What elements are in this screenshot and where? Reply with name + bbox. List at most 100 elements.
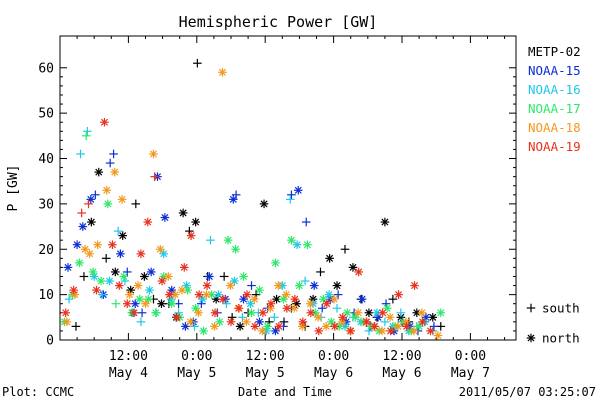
data-point	[292, 240, 302, 250]
data-point	[333, 290, 343, 299]
data-point	[353, 308, 363, 318]
x-tick-time-label: 0:00	[318, 349, 349, 364]
data-point	[118, 231, 127, 240]
data-point	[226, 281, 235, 290]
legend-marker-label: north	[542, 331, 580, 346]
data-point	[433, 331, 443, 340]
data-point	[178, 208, 188, 218]
legend: METP-02 NOAA-15 NOAA-16 NOAA-17 NOAA-18 NOAA-…	[526, 44, 581, 346]
data-point	[113, 226, 123, 236]
data-point	[271, 258, 280, 268]
data-point	[143, 217, 153, 227]
data-point	[380, 317, 390, 327]
data-point	[101, 254, 111, 263]
data-point	[186, 317, 195, 327]
data-point	[92, 285, 101, 295]
data-point	[206, 235, 215, 245]
data-point	[316, 267, 325, 277]
data-point	[417, 308, 427, 318]
data-point	[69, 285, 78, 295]
data-point	[167, 299, 177, 309]
data-point	[141, 299, 150, 309]
data-point	[238, 313, 247, 322]
data-point	[78, 222, 88, 231]
data-point	[159, 249, 169, 259]
data-point	[270, 313, 279, 322]
chart-title: Hemispheric Power [GW]	[179, 13, 378, 31]
data-point	[79, 272, 89, 281]
data-point	[144, 294, 153, 304]
data-point	[202, 290, 211, 299]
data-point	[109, 149, 118, 159]
data-point	[396, 308, 406, 318]
data-point	[72, 240, 82, 250]
y-axis-label: P [GW]	[6, 165, 21, 212]
data-point	[83, 126, 92, 136]
data-point	[332, 303, 342, 313]
plot-area: 0 10 20 30 40 50 60 12:00 May 4 0:00 May 5 12:00 May…	[38, 35, 517, 381]
data-point	[271, 326, 280, 336]
data-point	[300, 276, 310, 286]
data-point	[429, 322, 439, 331]
y-tick-label: 30	[38, 197, 54, 212]
x-tick-date-label: May 6	[314, 366, 353, 381]
legend-marker	[526, 303, 536, 313]
data-point	[77, 208, 86, 218]
x-tick-time-label: 12:00	[246, 349, 285, 364]
data-point	[191, 303, 200, 313]
data-point	[129, 308, 139, 318]
data-point	[199, 326, 208, 336]
data-point	[164, 272, 173, 281]
y-tick-label: 60	[38, 61, 54, 76]
legend-entry: NOAA-16	[528, 82, 581, 97]
data-point	[272, 294, 281, 304]
y-tick-label: 10	[38, 288, 54, 303]
data-point	[157, 276, 167, 286]
data-point	[193, 58, 202, 68]
data-point	[63, 263, 73, 272]
data-point	[85, 249, 94, 259]
data-point	[140, 272, 149, 281]
data-point	[87, 217, 96, 227]
data-point	[410, 281, 419, 290]
data-point	[194, 290, 204, 299]
data-point	[81, 131, 91, 141]
data-point	[301, 217, 311, 227]
data-point	[290, 294, 300, 304]
data-point	[247, 308, 256, 318]
data-point	[122, 267, 132, 277]
data-point	[194, 308, 203, 318]
data-point	[116, 249, 125, 259]
legend-marker-label: south	[542, 301, 580, 316]
data-point	[91, 190, 100, 200]
data-point	[362, 317, 371, 327]
data-point	[165, 290, 174, 299]
data-point	[86, 195, 96, 204]
data-point	[100, 117, 109, 127]
data-point	[274, 322, 284, 331]
data-point	[402, 322, 411, 331]
data-point	[172, 313, 182, 322]
data-point	[412, 308, 422, 318]
data-point	[317, 303, 327, 313]
data-point	[110, 267, 120, 277]
data-point	[218, 294, 228, 304]
legend-marker	[526, 333, 536, 343]
data-point	[160, 213, 170, 222]
legend-entry: NOAA-15	[528, 63, 581, 78]
x-tick-time-label: 12:00	[382, 349, 421, 364]
data-point	[75, 258, 84, 268]
data-point	[150, 172, 159, 181]
data-point	[255, 285, 264, 295]
data-point	[386, 326, 395, 336]
data-point	[97, 290, 107, 299]
data-point	[380, 217, 390, 227]
data-point	[231, 244, 240, 254]
data-point	[305, 299, 315, 309]
data-point	[378, 308, 387, 318]
y-tick-label: 20	[38, 243, 54, 258]
data-point	[191, 217, 200, 227]
data-point	[136, 249, 146, 259]
data-point	[418, 317, 427, 327]
data-point	[156, 244, 165, 254]
